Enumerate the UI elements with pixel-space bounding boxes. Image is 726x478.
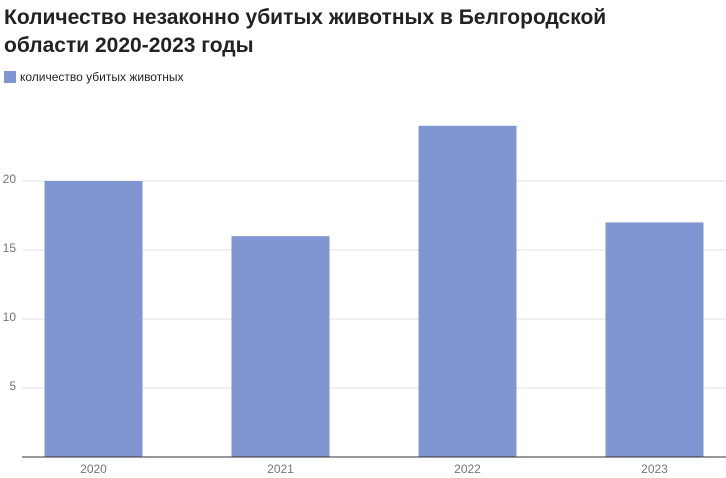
bar — [44, 181, 143, 457]
x-tick-label: 2023 — [641, 462, 668, 476]
bar — [231, 236, 330, 457]
chart-title: Количество незаконно убитых животных в Б… — [4, 6, 607, 57]
y-tick-label: 15 — [3, 241, 17, 255]
legend-swatch — [4, 71, 16, 83]
bar — [605, 222, 704, 457]
y-tick-label: 5 — [9, 379, 16, 393]
x-tick-label: 2020 — [80, 462, 107, 476]
legend-label: количество убитых животных — [20, 70, 184, 84]
y-tick-label: 10 — [3, 310, 17, 324]
bar — [418, 125, 517, 458]
y-tick-label: 20 — [3, 172, 17, 186]
x-tick-label: 2022 — [454, 462, 481, 476]
legend: количество убитых животных — [4, 70, 183, 84]
x-tick-label: 2021 — [267, 462, 294, 476]
